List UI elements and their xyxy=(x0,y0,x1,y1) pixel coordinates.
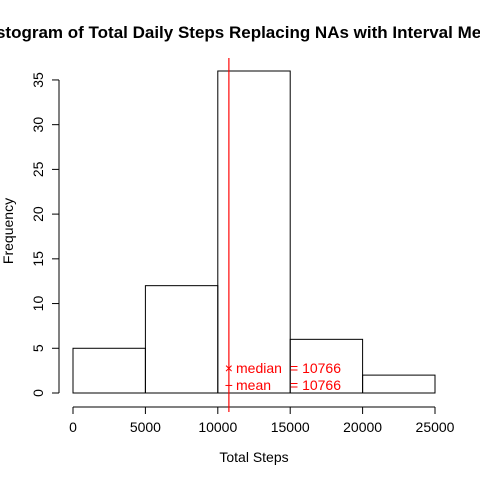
y-axis-label: Frequency xyxy=(0,198,16,264)
chart-title: Histogram of Total Daily Steps Replacing… xyxy=(0,23,480,42)
histogram-bars xyxy=(72,70,436,394)
legend-label: median xyxy=(236,360,282,376)
y-tick-label: 25 xyxy=(30,161,46,177)
stats-legend: × median = 10766 − mean = 10766 xyxy=(225,360,341,393)
y-tick-label: 15 xyxy=(30,251,46,267)
x-tick-label: 0 xyxy=(69,419,77,435)
y-axis: 0 5 10 15 20 25 30 35 xyxy=(30,72,60,397)
y-tick-label: 30 xyxy=(30,117,46,133)
x-axis: 0 5000 10000 15000 20000 25000 xyxy=(69,406,455,435)
y-tick-label: 20 xyxy=(30,206,46,222)
y-tick-label: 5 xyxy=(30,344,46,352)
histogram-bar-4 xyxy=(362,374,436,394)
legend-label: mean xyxy=(236,377,271,393)
x-tick-label: 20000 xyxy=(343,419,382,435)
y-tick-label: 0 xyxy=(30,389,46,397)
legend-symbol: − xyxy=(225,377,233,393)
histogram-bar-3 xyxy=(289,338,364,394)
x-tick-label: 25000 xyxy=(416,419,455,435)
legend-value: = 10766 xyxy=(290,377,341,393)
legend-symbol: × xyxy=(225,360,233,376)
y-tick-label: 35 xyxy=(30,72,46,88)
x-tick-label: 5000 xyxy=(130,419,161,435)
legend-value: = 10766 xyxy=(290,360,341,376)
y-tick-label: 10 xyxy=(30,296,46,312)
histogram-bar-2 xyxy=(217,70,291,394)
x-tick-label: 10000 xyxy=(198,419,237,435)
x-axis-label: Total Steps xyxy=(219,449,288,465)
histogram-bar-1 xyxy=(144,285,219,394)
x-tick-label: 15000 xyxy=(271,419,310,435)
histogram-bar-0 xyxy=(72,347,146,394)
